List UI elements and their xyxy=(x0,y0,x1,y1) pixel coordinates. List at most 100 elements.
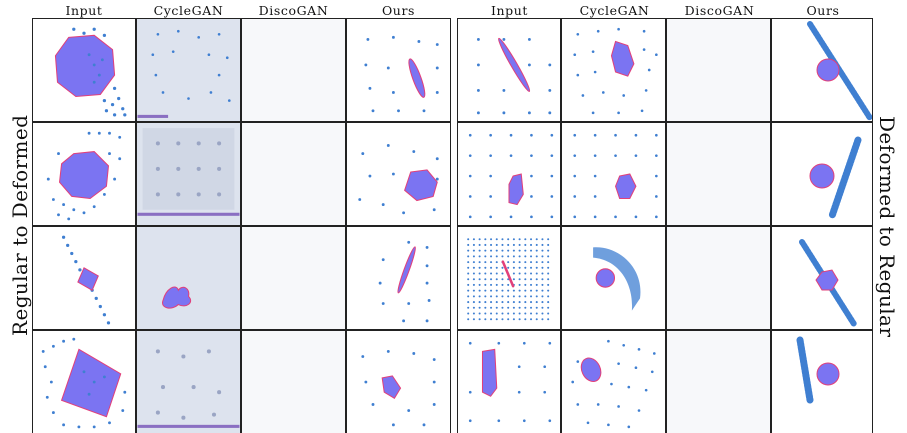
grid-dot xyxy=(524,295,527,298)
grid-dot xyxy=(547,238,550,241)
grid-dot xyxy=(518,301,521,304)
grid-dot xyxy=(507,312,510,315)
grid-dot xyxy=(535,306,538,309)
l-r1-discogan xyxy=(242,19,345,121)
grid-dot xyxy=(541,238,544,241)
l-r2-discogan xyxy=(242,123,345,225)
grid-dot xyxy=(541,289,544,292)
grid-dot xyxy=(524,306,527,309)
grid-dot xyxy=(541,266,544,269)
grid-dot xyxy=(530,261,533,264)
grid-dot xyxy=(541,243,544,246)
grid-dot xyxy=(512,261,515,264)
right-header-input: Input xyxy=(490,3,529,18)
grid-dot xyxy=(512,295,515,298)
grid-dot xyxy=(495,261,498,264)
grid-dot xyxy=(467,249,470,252)
grid-dot xyxy=(530,295,533,298)
grid-dot xyxy=(472,243,475,246)
grid-dot xyxy=(524,249,527,252)
grid-dot xyxy=(501,312,504,315)
grid-dot xyxy=(472,283,475,286)
grid-dot xyxy=(518,272,521,275)
grid-dot xyxy=(484,272,487,275)
grid-dot xyxy=(518,283,521,286)
grid-dot xyxy=(495,289,498,292)
grid-dot xyxy=(495,272,498,275)
grid-dot xyxy=(490,272,493,275)
left-header-ours: Ours xyxy=(381,3,416,18)
grid-dot xyxy=(535,238,538,241)
left-side-label: Regular to Deformed xyxy=(8,114,32,336)
grid-dot xyxy=(501,278,504,281)
grid-dot xyxy=(535,301,538,304)
r-r2-ours xyxy=(772,123,872,225)
grid-dot xyxy=(490,318,493,321)
grid-dot xyxy=(495,306,498,309)
grid-dot xyxy=(524,318,527,321)
grid-dot xyxy=(501,318,504,321)
grid-dot xyxy=(541,318,544,321)
grid-dot xyxy=(495,295,498,298)
grid-dot xyxy=(472,312,475,315)
grid-dot xyxy=(518,238,521,241)
grid-dot xyxy=(507,238,510,241)
grid-dot xyxy=(518,261,521,264)
grid-dot xyxy=(507,249,510,252)
grid-dot xyxy=(472,266,475,269)
grid-dot xyxy=(484,238,487,241)
grid-dot xyxy=(518,255,521,258)
grid-dot xyxy=(524,266,527,269)
right-header-cyclegan: CycleGAN xyxy=(579,3,650,18)
grid-dot xyxy=(524,301,527,304)
grid-dot xyxy=(467,318,470,321)
grid-dot xyxy=(490,266,493,269)
grid-dot xyxy=(530,243,533,246)
grid-dot xyxy=(530,278,533,281)
l-r1-ours xyxy=(347,19,450,121)
grid-dot xyxy=(518,306,521,309)
grid-dot xyxy=(490,255,493,258)
grid-dot xyxy=(501,249,504,252)
grid-dot xyxy=(467,283,470,286)
grid-dot xyxy=(541,283,544,286)
grid-dot xyxy=(478,261,481,264)
grid-dot xyxy=(541,255,544,258)
grid-dot xyxy=(530,283,533,286)
grid-dot xyxy=(530,238,533,241)
grid-dot xyxy=(490,249,493,252)
right-header-ours: Ours xyxy=(806,3,840,18)
grid-dot xyxy=(524,261,527,264)
grid-dot xyxy=(501,283,504,286)
r-r4-discogan xyxy=(667,331,770,433)
grid-dot xyxy=(535,318,538,321)
grid-dot xyxy=(490,312,493,315)
grid-dot xyxy=(501,301,504,304)
grid-dot xyxy=(541,261,544,264)
grid-dot xyxy=(518,243,521,246)
grid-dot xyxy=(547,266,550,269)
grid-dot xyxy=(512,272,515,275)
r-r1-discogan xyxy=(667,19,770,121)
grid-dot xyxy=(524,278,527,281)
grid-dot xyxy=(478,255,481,258)
grid-dot xyxy=(524,243,527,246)
grid-dot xyxy=(484,255,487,258)
grid-dot xyxy=(541,278,544,281)
grid-dot xyxy=(507,255,510,258)
grid-dot xyxy=(490,295,493,298)
grid-dot xyxy=(535,283,538,286)
grid-dot xyxy=(507,301,510,304)
r-r2-input xyxy=(458,123,560,225)
l-r4-ours xyxy=(347,331,450,433)
grid-dot xyxy=(472,295,475,298)
grid-dot xyxy=(495,255,498,258)
grid-dot xyxy=(478,289,481,292)
grid-dot xyxy=(495,278,498,281)
grid-dot xyxy=(495,238,498,241)
grid-dot xyxy=(547,278,550,281)
grid-dot xyxy=(535,255,538,258)
grid-dot xyxy=(524,283,527,286)
left-header-cyclegan: CycleGAN xyxy=(153,3,224,18)
